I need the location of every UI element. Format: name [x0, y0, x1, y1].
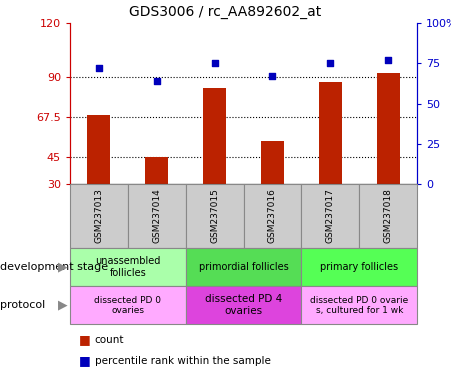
- Text: dissected PD 0
ovaries: dissected PD 0 ovaries: [94, 296, 161, 315]
- Point: [95, 65, 102, 71]
- Point: [385, 57, 392, 63]
- Text: GSM237013: GSM237013: [94, 189, 103, 243]
- Text: GDS3006 / rc_AA892602_at: GDS3006 / rc_AA892602_at: [129, 5, 322, 18]
- Text: GSM237017: GSM237017: [326, 189, 335, 243]
- Bar: [203, 88, 226, 184]
- Text: development stage: development stage: [0, 262, 108, 272]
- Bar: [319, 82, 342, 184]
- Text: GSM237018: GSM237018: [384, 189, 393, 243]
- Text: dissected PD 4
ovaries: dissected PD 4 ovaries: [205, 295, 282, 316]
- Text: ▶: ▶: [58, 260, 68, 273]
- Text: primary follicles: primary follicles: [320, 262, 398, 272]
- Text: protocol: protocol: [0, 300, 45, 310]
- Point: [211, 60, 218, 66]
- Bar: [145, 157, 168, 184]
- Text: ■: ■: [79, 354, 91, 367]
- Text: ▶: ▶: [58, 299, 68, 312]
- Text: unassembled
follicles: unassembled follicles: [95, 256, 161, 278]
- Bar: [87, 115, 110, 184]
- Text: count: count: [95, 335, 124, 345]
- Point: [269, 73, 276, 79]
- Text: GSM237014: GSM237014: [152, 189, 161, 243]
- Point: [153, 78, 161, 84]
- Bar: [261, 141, 284, 184]
- Text: GSM237016: GSM237016: [268, 189, 277, 243]
- Text: percentile rank within the sample: percentile rank within the sample: [95, 356, 271, 366]
- Text: GSM237015: GSM237015: [210, 189, 219, 243]
- Bar: [377, 73, 400, 184]
- Point: [327, 60, 334, 66]
- Text: ■: ■: [79, 333, 91, 346]
- Text: primordial follicles: primordial follicles: [198, 262, 289, 272]
- Text: dissected PD 0 ovarie
s, cultured for 1 wk: dissected PD 0 ovarie s, cultured for 1 …: [310, 296, 409, 315]
